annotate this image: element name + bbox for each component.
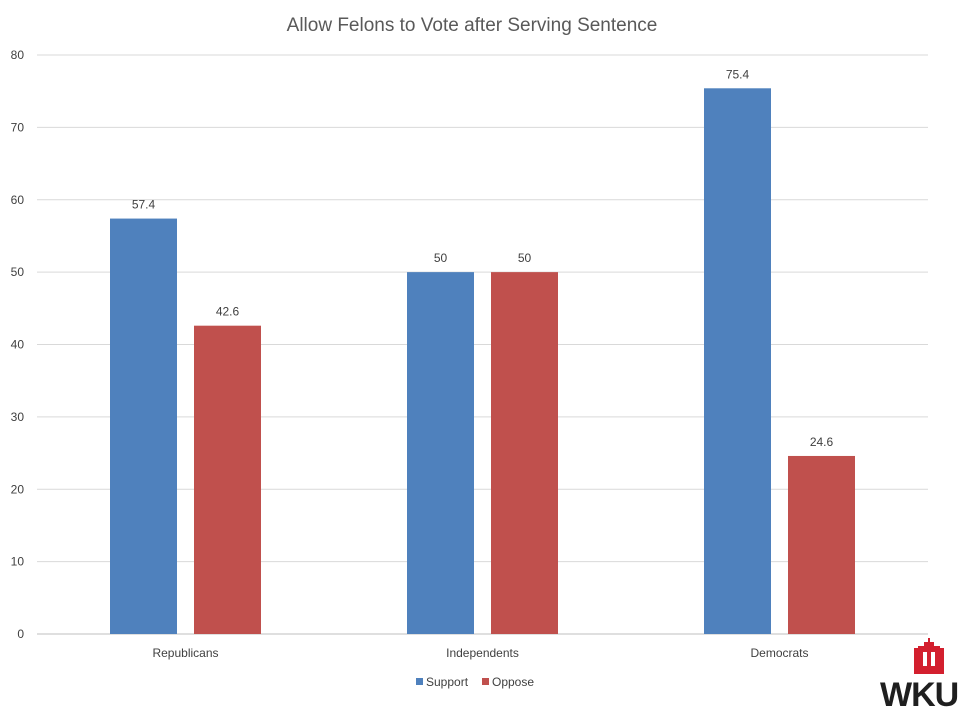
bar-oppose-independents [491,272,558,634]
y-tick-label: 50 [11,265,25,279]
legend-label-oppose: Oppose [492,675,534,689]
y-tick-label: 0 [17,627,24,641]
data-label: 57.4 [132,198,156,212]
logo-text: WKU [880,676,959,714]
y-tick-label: 40 [11,338,25,352]
bar-support-independents [407,272,474,634]
x-axis-categories: Republicans Independents Democrats [152,646,808,660]
wku-cupola-icon [914,638,944,674]
data-labels: 57.4 42.6 50 50 75.4 24.6 [132,67,834,449]
cupola-shape [918,646,940,674]
bar-oppose-republicans [194,325,261,634]
x-category-label: Republicans [152,646,218,660]
chart-title: Allow Felons to Vote after Serving Sente… [287,15,658,36]
data-label: 75.4 [726,67,750,81]
bar-oppose-democrats [788,455,855,634]
cupola-shape [928,638,930,642]
y-tick-label: 60 [11,193,25,207]
cupola-shape [924,642,934,646]
y-tick-label: 10 [11,555,25,569]
y-tick-label: 70 [11,120,25,134]
cupola-shape [914,648,918,674]
bar-support-democrats [704,88,771,635]
bar-support-republicans [110,218,177,634]
y-tick-label: 80 [11,48,25,62]
x-category-label: Independents [446,646,519,660]
y-tick-label: 20 [11,482,25,496]
legend-label-support: Support [426,675,469,689]
data-label: 24.6 [810,435,834,449]
cupola-shape [940,648,944,674]
data-label: 50 [434,251,448,265]
gridlines [37,54,928,635]
data-label: 42.6 [216,305,240,319]
y-axis-ticks: 0 10 20 30 40 50 60 70 80 [11,48,25,641]
legend-swatch-support [416,678,423,685]
wku-logo: WKU [880,636,972,714]
data-label: 50 [518,251,532,265]
x-category-label: Democrats [750,646,808,660]
bars [110,88,855,635]
legend-swatch-oppose [482,678,489,685]
legend: Support Oppose [416,675,534,689]
y-tick-label: 30 [11,410,25,424]
